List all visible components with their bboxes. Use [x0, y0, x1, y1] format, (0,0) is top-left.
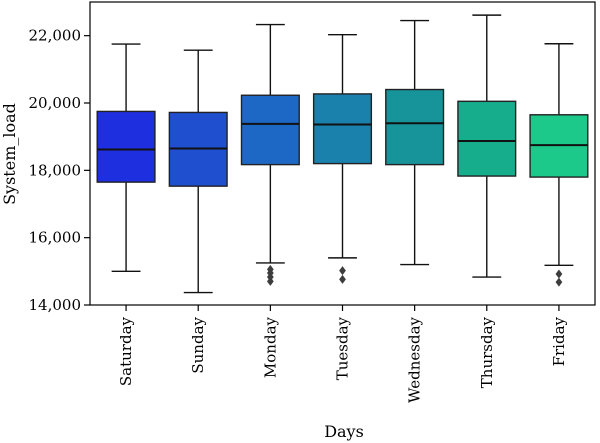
outlier-point [266, 276, 274, 286]
box-sunday [168, 49, 228, 294]
box-friday [529, 43, 589, 287]
box-tuesday [312, 33, 373, 284]
box-wednesday [385, 19, 445, 266]
iqr-box [312, 93, 373, 165]
outlier-point [555, 269, 563, 279]
x-tick-label: Friday [550, 316, 568, 366]
x-axis: Saturday Sunday Monday Tuesday Wednesday Thur… [117, 305, 568, 403]
y-tick-label: 20,000 [29, 94, 82, 112]
y-axis: 14,000 16,000 18,000 20,000 22,000 [29, 27, 90, 314]
box-saturday [96, 43, 156, 273]
y-tick-label: 22,000 [29, 27, 82, 45]
outlier-point [339, 266, 346, 276]
outlier-point [555, 277, 563, 287]
iqr-box [457, 100, 517, 177]
x-tick-label: Saturday [117, 316, 135, 386]
x-tick-label: Monday [261, 316, 279, 378]
x-tick-label: Wednesday [406, 316, 424, 402]
outlier-point [339, 274, 346, 284]
boxes-layer [96, 14, 589, 294]
x-tick-label: Thursday [478, 316, 496, 388]
y-tick-label: 14,000 [29, 296, 82, 314]
y-axis-title: System_load [0, 103, 19, 205]
x-axis-title: Days [324, 422, 364, 441]
iqr-box [96, 110, 156, 183]
x-tick-label: Tuesday [334, 316, 352, 380]
y-tick-label: 16,000 [29, 229, 82, 247]
box-monday [240, 23, 300, 286]
iqr-box [385, 88, 445, 166]
y-tick-label: 18,000 [29, 161, 82, 179]
x-tick-label: Sunday [189, 316, 207, 373]
box-thursday [457, 14, 517, 278]
iqr-box [240, 94, 300, 166]
